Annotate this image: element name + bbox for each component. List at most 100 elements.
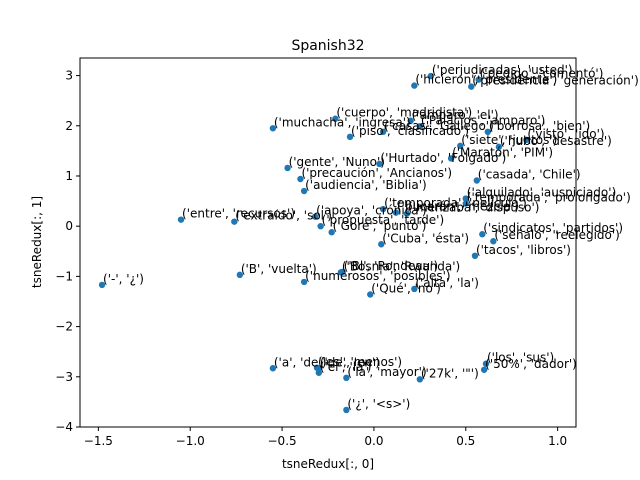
scatter-point — [471, 252, 479, 260]
scatter-point — [343, 374, 350, 381]
point-label: ('-', '¿') — [103, 272, 144, 286]
points-layer — [98, 72, 530, 414]
chart-title: Spanish32 — [291, 38, 364, 54]
point-label: ('de', 'en') — [320, 355, 380, 369]
scatter-point — [297, 175, 304, 183]
scatter-point — [403, 210, 411, 217]
scatter-point — [300, 278, 308, 286]
scatter-point — [411, 285, 418, 293]
point-label: ('Cuba', 'ésta') — [382, 231, 469, 245]
point-label: ('gente', 'Nuno') — [289, 155, 385, 169]
scatter-point — [315, 365, 323, 372]
point-label: ('muchacha', 'ingresa') — [274, 115, 411, 129]
point-label: ('Maratón', 'PIM') — [452, 145, 553, 159]
point-label: ('menzaba', 'dispuso') — [408, 201, 540, 215]
point-label: ('alquilado', 'auspiciado') — [467, 186, 616, 200]
point-label: ('casada', 'Chile') — [478, 167, 581, 181]
point-label: ('Gore', 'punto') — [333, 219, 427, 233]
scatter-point — [427, 72, 435, 80]
y-tick-label: −4 — [55, 420, 73, 434]
scatter-point — [480, 366, 488, 373]
scatter-point — [479, 231, 486, 238]
x-tick-label: 0.0 — [364, 434, 383, 448]
point-label: ('Bosnia', 'Rwanda') — [342, 259, 460, 273]
scatter-point — [468, 83, 475, 90]
point-label: ('Bl', 'Rondeau') — [344, 259, 438, 273]
x-axis-label: tsneRedux[:, 0] — [282, 457, 374, 471]
point-label: ('cuerpo', 'madridista') — [336, 106, 472, 120]
point-label: ('la', 'mayor') — [347, 365, 426, 379]
point-label: ('visto', 'ido') — [527, 127, 604, 141]
point-label: ('numerosos', 'posibles') — [305, 269, 450, 283]
point-label: ('apoya', 'crónica') — [316, 204, 426, 218]
y-axis-label: tsneRedux[:, 1] — [30, 196, 44, 288]
scatter-point — [328, 229, 335, 236]
scatter-point — [457, 142, 464, 150]
point-label: ('extraído', 'sol') — [235, 209, 332, 223]
scatter-point — [407, 117, 414, 124]
scatter-point — [462, 195, 469, 202]
scatter-point — [416, 123, 424, 130]
x-tick-label: −0.5 — [268, 434, 297, 448]
scatter-point — [315, 369, 323, 376]
scatter-point — [346, 133, 354, 141]
point-label: ('temporada', 'película') — [384, 196, 527, 210]
point-label: ('los', 'sus') — [487, 351, 554, 365]
point-label: ('sindicatos', 'partidos') — [483, 221, 623, 235]
point-label: ('tacos', 'libros') — [476, 243, 571, 257]
scatter-point — [378, 241, 385, 248]
x-tick-label: −1.0 — [176, 434, 205, 448]
point-label: ('el', 'la') — [320, 360, 372, 374]
scatter-point — [98, 281, 106, 289]
scatter-point — [376, 160, 383, 168]
scatter-point — [311, 213, 319, 220]
point-label: ('bucarán', 'mezcla') — [397, 200, 519, 214]
y-tick-label: −2 — [55, 320, 73, 334]
point-label: ('hubo', 'desastre') — [500, 134, 612, 148]
labels-layer: ('perjudicadas', 'usted')('pedido', 'com… — [103, 63, 639, 411]
point-label: ('hicieron', 'presidente') — [415, 73, 557, 87]
y-tick-label: 3 — [65, 69, 73, 83]
point-label: ('50%', 'dador') — [485, 357, 577, 371]
scatter-point — [236, 271, 244, 279]
scatter-point — [447, 155, 455, 162]
point-label: ('Qué', 'no') — [371, 281, 441, 295]
scatter-point — [367, 291, 374, 298]
scatter-point — [284, 164, 291, 172]
point-label: ('pedido', 'comentó') — [480, 67, 604, 81]
point-label: ('audiencia', 'Biblia') — [305, 178, 427, 192]
scatter-point — [482, 360, 490, 367]
scatter-point — [300, 187, 308, 195]
scatter-point — [473, 177, 480, 184]
scatter-point — [462, 200, 469, 207]
point-label: ('es', 'menos') — [318, 355, 402, 369]
point-label: ('siete', 'juntos') — [461, 133, 557, 147]
scatter-point — [332, 115, 339, 122]
point-label: ('alta', 'la') — [415, 276, 479, 290]
scatter-point — [523, 136, 530, 144]
scatter-point — [339, 268, 346, 276]
y-tick-label: 1 — [65, 169, 73, 183]
scatter-point — [495, 143, 503, 151]
scatter-point — [269, 125, 277, 132]
scatter-point — [231, 218, 238, 225]
scatter-point — [392, 209, 400, 216]
y-tick-label: −3 — [55, 370, 73, 384]
scatter-point — [177, 216, 185, 223]
scatter-point — [317, 222, 324, 230]
scatter-point — [484, 128, 492, 135]
point-label: ('piso', 'clasificado') — [351, 124, 469, 138]
point-label: ('casas', 'Gallego') — [384, 119, 494, 133]
point-label: ('a', 'de') — [274, 355, 327, 369]
scatter-point — [379, 128, 387, 135]
point-label: ('Hurtado', 'Folgado') — [380, 151, 506, 165]
scatter-point — [379, 205, 387, 213]
y-tick-label: 0 — [65, 219, 73, 233]
x-tick-label: 1.0 — [548, 434, 567, 448]
point-label: ('B', 'vuelta') — [241, 262, 317, 276]
point-label: ('precaución', 'Ancianos') — [301, 166, 452, 180]
point-label: ('temporada', 'prolongado') — [467, 191, 631, 205]
point-label: ('perjudicadas', 'usted') — [432, 63, 573, 77]
scatter-point — [411, 82, 418, 89]
